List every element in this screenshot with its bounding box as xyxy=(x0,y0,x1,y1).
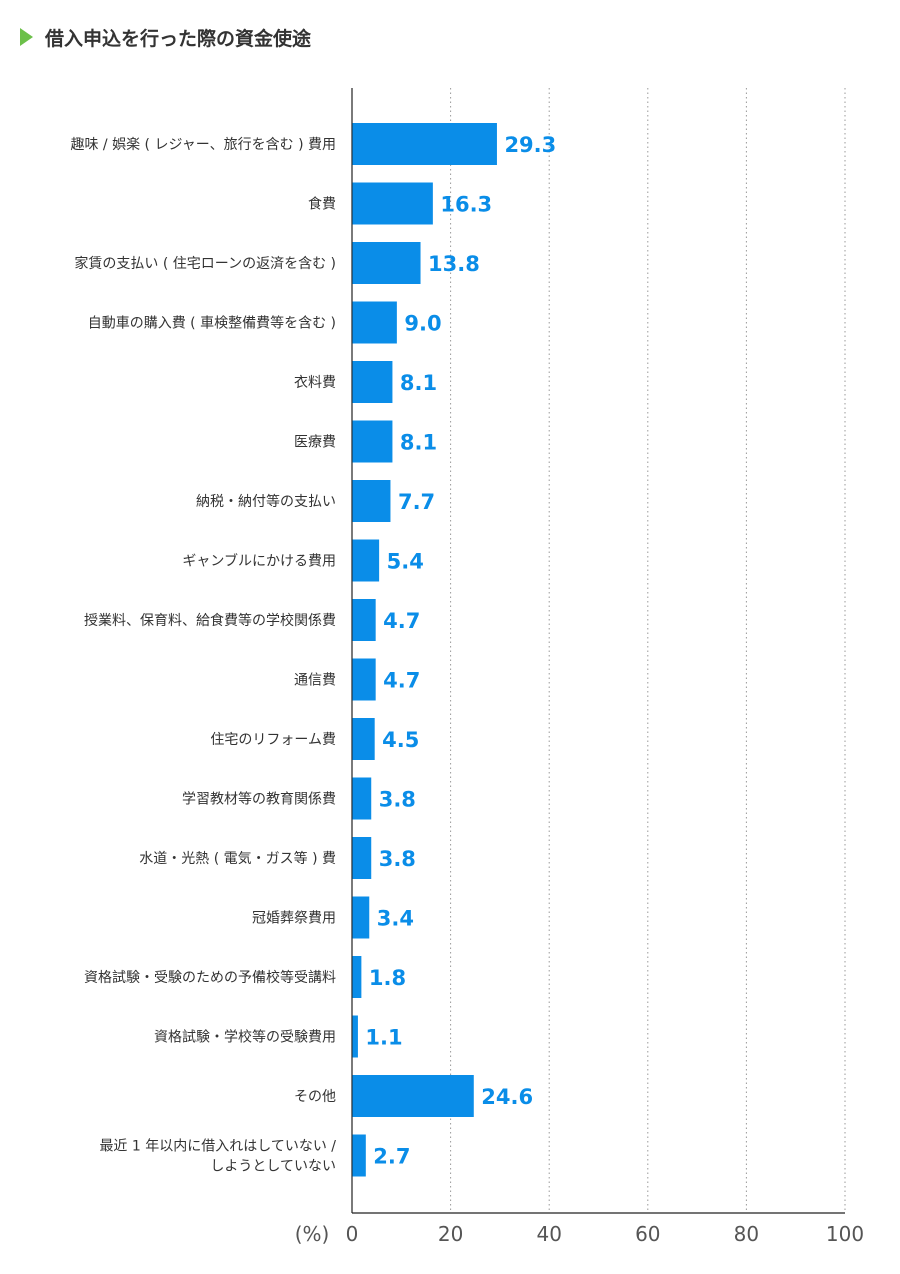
category-label: その他 xyxy=(294,1089,336,1105)
bar xyxy=(352,718,375,760)
bar xyxy=(352,182,433,225)
bar xyxy=(352,301,397,344)
bar xyxy=(352,896,370,939)
bar xyxy=(352,123,497,165)
bar xyxy=(352,777,372,820)
value-label: 8.1 xyxy=(400,431,437,455)
bar xyxy=(352,480,391,522)
bar xyxy=(352,1134,366,1177)
category-label: 衣料費 xyxy=(294,375,336,391)
value-label: 7.7 xyxy=(398,490,435,514)
value-label: 2.7 xyxy=(373,1145,410,1169)
category-label: 資格試験・学校等の受験費用 xyxy=(154,1029,336,1046)
value-label: 4.7 xyxy=(383,669,420,693)
value-label: 16.3 xyxy=(440,193,492,217)
x-tick-label: 80 xyxy=(734,1222,759,1246)
category-label: 食費 xyxy=(308,196,336,213)
x-tick-label: 20 xyxy=(438,1222,463,1246)
bar xyxy=(352,242,421,284)
value-label: 1.8 xyxy=(369,966,406,990)
value-label: 4.5 xyxy=(382,728,419,752)
triangle-bullet-icon xyxy=(20,28,33,46)
x-tick-label: 0 xyxy=(346,1222,359,1246)
bar xyxy=(352,1015,358,1058)
bar xyxy=(352,420,393,463)
category-label: ギャンブルにかける費用 xyxy=(182,553,336,570)
value-label: 8.1 xyxy=(400,371,437,395)
bar xyxy=(352,1075,474,1117)
x-tick-label: 60 xyxy=(635,1222,660,1246)
value-label: 9.0 xyxy=(404,312,441,336)
category-label: 授業料、保育料、給食費等の学校関係費 xyxy=(84,612,336,629)
bar xyxy=(352,658,376,701)
category-label: 資格試験・受験のための予備校等受講料 xyxy=(84,969,336,986)
value-label: 24.6 xyxy=(481,1085,533,1109)
value-label: 3.8 xyxy=(379,847,416,871)
category-label: 医療費 xyxy=(294,434,336,451)
value-label: 3.4 xyxy=(377,907,414,931)
chart-title: 借入申込を行った際の資金使途 xyxy=(20,22,311,52)
value-label: 13.8 xyxy=(428,252,480,276)
value-label: 5.4 xyxy=(387,550,424,574)
bar xyxy=(352,361,393,403)
category-label: 住宅のリフォーム費 xyxy=(210,732,336,748)
category-label: 趣味 / 娯楽 ( レジャー、旅行を含む ) 費用 xyxy=(70,137,336,153)
bar xyxy=(352,837,372,879)
category-label: 学習教材等の教育関係費 xyxy=(182,791,336,808)
category-label: 自動車の購入費 ( 車検整備費等を含む ) xyxy=(88,315,336,332)
value-label: 4.7 xyxy=(383,609,420,633)
bar xyxy=(352,599,376,641)
value-label: 3.8 xyxy=(379,788,416,812)
category-label: 家賃の支払い ( 住宅ローンの返済を含む ) xyxy=(74,255,336,272)
x-axis-unit-label: (%) xyxy=(295,1222,330,1246)
chart-title-text: 借入申込を行った際の資金使途 xyxy=(45,27,312,50)
bar xyxy=(352,539,380,582)
category-label: 通信費 xyxy=(294,673,336,689)
x-tick-label: 100 xyxy=(826,1222,864,1246)
category-label: 最近 1 年以内に借入れはしていない / xyxy=(99,1139,336,1155)
category-label: 納税・納付等の支払い xyxy=(196,493,336,510)
category-label: 水道・光熱 ( 電気・ガス等 ) 費 xyxy=(139,850,336,867)
bar xyxy=(352,956,362,998)
value-label: 1.1 xyxy=(365,1026,402,1050)
category-label: 冠婚葬祭費用 xyxy=(252,911,336,927)
value-label: 29.3 xyxy=(504,133,556,157)
x-tick-label: 40 xyxy=(536,1222,561,1246)
category-label: しようとしていない xyxy=(210,1159,336,1175)
